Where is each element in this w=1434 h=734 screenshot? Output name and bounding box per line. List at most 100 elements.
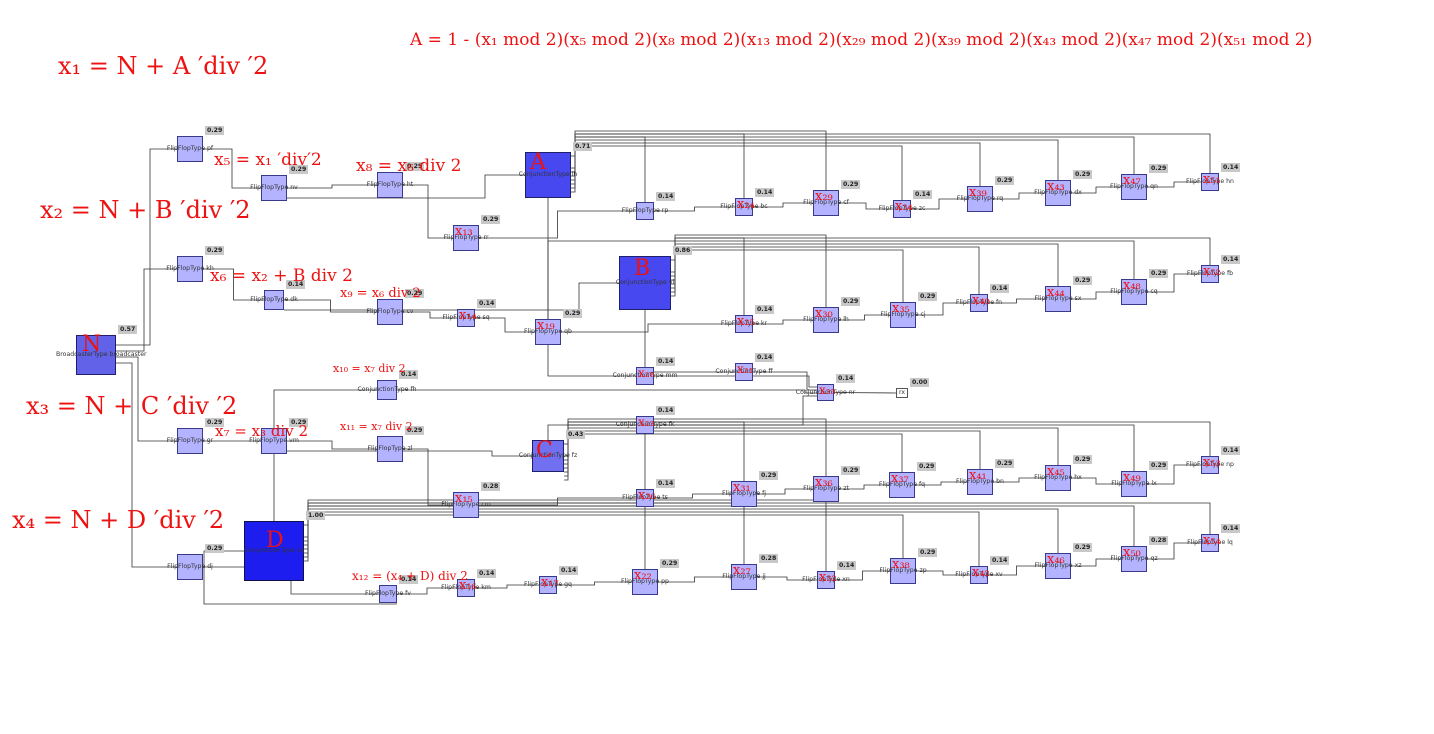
conjunctiontype-vl-value: 0.86: [673, 246, 693, 255]
conjunctiontype-ff-label: ConjunctionType ff: [715, 368, 773, 375]
flipfloptype-sq-value: 0.14: [477, 299, 497, 308]
flipfloptype-kh-label: FlipFlopType kh: [166, 265, 214, 272]
flipfloptype-cv-node[interactable]: [377, 299, 403, 325]
flipfloptype-rr-node[interactable]: [453, 225, 479, 251]
flipfloptype-km-node[interactable]: [457, 579, 475, 597]
flipfloptype-sx-node[interactable]: [1045, 286, 1071, 312]
flipfloptype-vm-node[interactable]: [261, 428, 287, 454]
row_C-chain-wire: [915, 481, 967, 486]
rx-node[interactable]: [896, 388, 908, 398]
flipfloptype-rp-node[interactable]: [636, 202, 654, 220]
flipfloptype-pf-value: 0.29: [205, 126, 225, 135]
to-nr-wire: [654, 395, 817, 426]
flipfloptype-gr-value: 0.29: [205, 418, 225, 427]
flipfloptype-xz-node[interactable]: [1045, 553, 1071, 579]
flipfloptype-qz-node[interactable]: [1121, 546, 1147, 572]
flipfloptype-xz-label: FlipFlopType xz: [1034, 562, 1082, 569]
flipfloptype-rq-node[interactable]: [967, 186, 993, 212]
flipfloptype-gr-node[interactable]: [177, 428, 203, 454]
flipfloptype-zl-node[interactable]: [377, 436, 403, 462]
flipfloptype-cf-node[interactable]: [813, 190, 839, 216]
flipfloptype-cv-value: 0.29: [405, 289, 425, 298]
flipfloptype-bn-node[interactable]: [967, 469, 993, 495]
flipfloptype-lq-node[interactable]: [1201, 534, 1219, 552]
flipfloptype-kr-node[interactable]: [735, 315, 753, 333]
row_D-chain-wire: [397, 587, 457, 595]
row_C-chain-wire: [403, 448, 453, 506]
flipfloptype-zp-node[interactable]: [890, 558, 916, 584]
conjunctiontype-fh-label: ConjunctionType fh: [357, 386, 417, 393]
flipfloptype-rr-label: FlipFlopType rr: [443, 234, 489, 241]
row_A-chain-wire: [1071, 186, 1121, 194]
flipfloptype-cq-label: FlipFlopType cq: [1110, 288, 1158, 295]
conjunctiontype-vq-node[interactable]: [244, 521, 304, 581]
flipfloptype-dk-node[interactable]: [264, 290, 284, 310]
flipfloptype-fv-node[interactable]: [379, 585, 397, 603]
conjunctiontype-fh-node[interactable]: [377, 380, 397, 400]
flipfloptype-fn-value: 0.14: [990, 284, 1010, 293]
flipfloptype-hx-node[interactable]: [1045, 465, 1071, 491]
flipfloptype-gq-node[interactable]: [539, 576, 557, 594]
flipfloptype-fn-node[interactable]: [970, 294, 988, 312]
flipfloptype-nv-node[interactable]: [261, 175, 287, 201]
conjunctiontype-nr-value: 0.14: [836, 374, 856, 383]
flipfloptype-ht-node[interactable]: [377, 172, 403, 198]
conjunctiontype-mm-node[interactable]: [636, 367, 654, 385]
flipfloptype-zl-label: FlipFlopType zl: [367, 445, 413, 452]
flipfloptype-dk-label: FlipFlopType dk: [250, 296, 298, 303]
row_A-chain-wire: [403, 184, 453, 239]
flipfloptype-jj-node[interactable]: [731, 564, 757, 590]
flipfloptype-cj-value: 0.29: [918, 292, 938, 301]
flipfloptype-lx-value: 0.29: [1149, 461, 1169, 470]
broadcastertype-broadcaster-node[interactable]: [76, 335, 116, 375]
flipfloptype-hn-value: 0.14: [1221, 163, 1241, 172]
flipfloptype-hn-node[interactable]: [1201, 173, 1219, 191]
flipfloptype-cq-node[interactable]: [1121, 279, 1147, 305]
flipfloptype-sq-label: FlipFlopType sq: [442, 314, 490, 321]
conjunctiontype-nr-node[interactable]: [817, 384, 834, 401]
flipfloptype-ts-node[interactable]: [636, 489, 654, 507]
flipfloptype-lh-node[interactable]: [813, 307, 839, 333]
flipfloptype-zp-value: 0.29: [918, 548, 938, 557]
conjunctiontype-vl-label: ConjunctionType vl: [615, 279, 675, 286]
flipfloptype-cj-node[interactable]: [890, 302, 916, 328]
flipfloptype-pp-node[interactable]: [632, 569, 658, 595]
row_A-hub-wire: [571, 145, 903, 200]
flipfloptype-fq-node[interactable]: [889, 472, 915, 498]
flipfloptype-sq-node[interactable]: [457, 309, 475, 327]
conjunctiontype-fz-node[interactable]: [532, 440, 564, 472]
row_B-chain-wire: [1147, 273, 1201, 293]
conjunctiontype-ff-node[interactable]: [735, 363, 753, 381]
conjunctiontype-lh-node[interactable]: [525, 152, 571, 198]
flipfloptype-qb-node[interactable]: [535, 319, 561, 345]
flipfloptype-zc-node[interactable]: [893, 200, 911, 218]
flipfloptype-fb-node[interactable]: [1201, 265, 1219, 283]
flipfloptype-kh-node[interactable]: [177, 256, 203, 282]
flipfloptype-dj-value: 0.29: [205, 544, 225, 553]
hub-to-conj-wire: [273, 389, 377, 581]
flipfloptype-np-node[interactable]: [1201, 456, 1219, 474]
flipfloptype-pp-label: FlipFlopType pp: [621, 578, 669, 585]
flipfloptype-zt-node[interactable]: [813, 476, 839, 502]
flipfloptype-xn-node[interactable]: [817, 571, 835, 589]
flipfloptype-dj-node[interactable]: [177, 554, 203, 580]
flipfloptype-dx-node[interactable]: [1045, 180, 1071, 206]
row_C-hub-wire: [564, 421, 1211, 456]
flipfloptype-rr-value: 0.29: [481, 215, 501, 224]
flipfloptype-lx-node[interactable]: [1121, 471, 1147, 497]
flipfloptype-fj-node[interactable]: [731, 481, 757, 507]
flipfloptype-cm-node[interactable]: [453, 492, 479, 518]
flipfloptype-pf-node[interactable]: [177, 136, 203, 162]
flipfloptype-pp-value: 0.29: [660, 559, 680, 568]
flipfloptype-dj-label: FlipFlopType dj: [167, 563, 213, 570]
flipfloptype-xv-node[interactable]: [970, 566, 988, 584]
conjunctiontype-fk-node[interactable]: [636, 416, 654, 434]
flipfloptype-bc-node[interactable]: [735, 198, 753, 216]
flipfloptype-qn-node[interactable]: [1121, 174, 1147, 200]
row_D-chain-wire: [475, 584, 539, 589]
flipfloptype-cq-value: 0.29: [1149, 269, 1169, 278]
flipfloptype-cm-value: 0.28: [481, 482, 501, 491]
row_C-chain-wire: [993, 477, 1045, 483]
conjunctiontype-vl-node[interactable]: [619, 256, 671, 310]
flipfloptype-ht-value: 0.29: [405, 162, 425, 171]
